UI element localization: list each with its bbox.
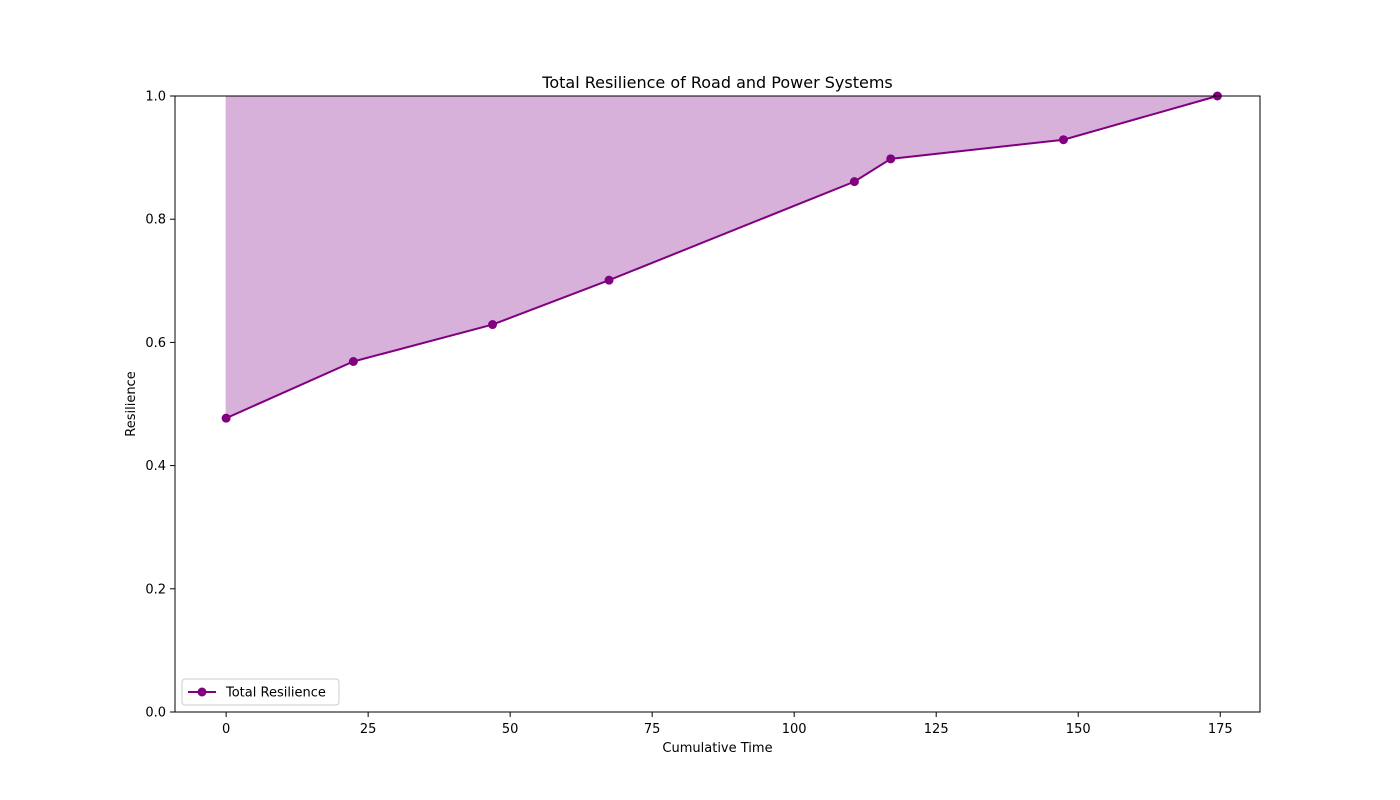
y-axis-label: Resilience (124, 371, 139, 436)
x-axis-label: Cumulative Time (662, 741, 772, 756)
y-tick-label: 0.0 (145, 706, 166, 721)
x-tick-label: 150 (1066, 722, 1091, 737)
chart-title: Total Resilience of Road and Power Syste… (541, 73, 892, 92)
y-tick-label: 0.8 (145, 213, 166, 228)
x-axis-ticks: 0 25 50 75 100 125 150 175 (222, 712, 1233, 737)
data-point-0 (221, 413, 231, 423)
x-tick-label: 75 (644, 722, 661, 737)
data-point-2 (488, 320, 498, 330)
x-tick-label: 50 (502, 722, 519, 737)
x-tick-label: 175 (1208, 722, 1233, 737)
data-point-4 (849, 177, 859, 187)
series-marker-layer (221, 91, 1222, 423)
legend-label-total-resilience: Total Resilience (225, 686, 326, 701)
total-resilience-line (225, 95, 1218, 420)
x-tick-label: 100 (782, 722, 807, 737)
x-tick-label: 125 (924, 722, 949, 737)
legend-marker-swatch (197, 687, 207, 697)
data-point-6 (1058, 135, 1068, 145)
y-tick-label: 0.6 (145, 336, 166, 351)
data-point-5 (886, 154, 896, 164)
plot-area-frame (174, 95, 1261, 713)
y-tick-label: 0.4 (145, 459, 166, 474)
series-line-layer (225, 95, 1218, 420)
legend: Total Resilience (181, 678, 340, 706)
y-tick-label: 1.0 (145, 90, 166, 105)
y-axis-ticks: 0.0 0.2 0.4 0.6 0.8 1.0 (145, 90, 175, 721)
data-point-1 (348, 356, 358, 366)
data-point-3 (604, 275, 614, 285)
x-tick-label: 0 (222, 722, 230, 737)
legend-box (181, 678, 340, 706)
x-tick-label: 25 (360, 722, 377, 737)
y-tick-label: 0.2 (145, 582, 166, 597)
